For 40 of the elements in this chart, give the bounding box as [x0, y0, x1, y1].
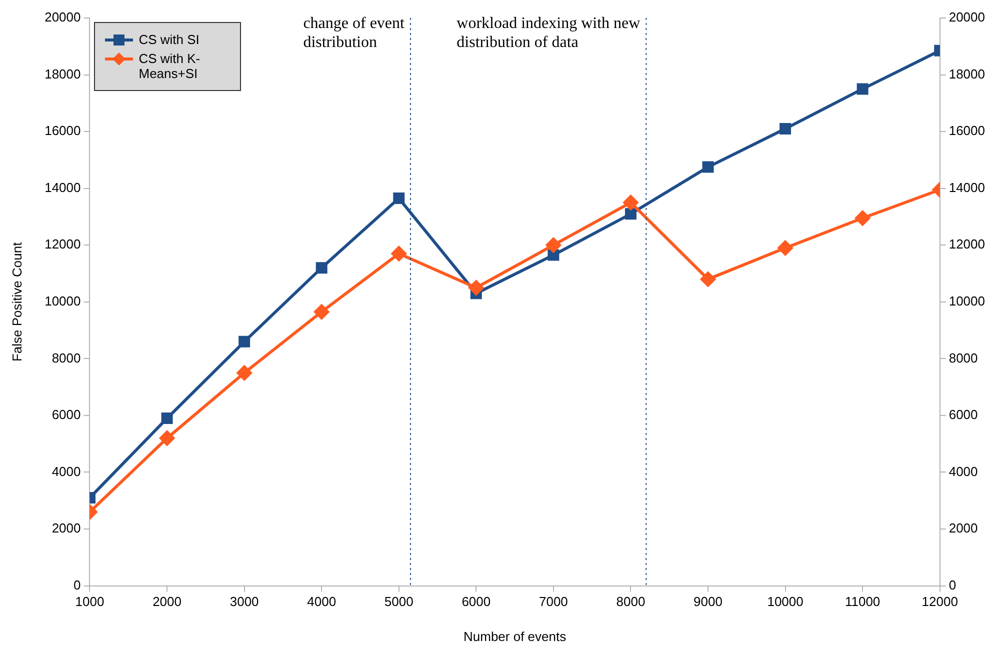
y-tick-label: 2000: [52, 520, 81, 536]
x-tick-label: 7000: [538, 594, 568, 610]
x-tick-label: 10000: [767, 594, 804, 610]
ref-line-label: workload indexing with new distribution of data: [456, 15, 641, 52]
x-tick-label: 12000: [922, 594, 958, 610]
y2-tick-label: 20000: [948, 10, 986, 25]
y-tick-label: 6000: [52, 407, 81, 422]
y-tick-label: 20000: [44, 10, 81, 25]
y-tick-label: 14000: [44, 180, 81, 195]
legend-label: CS with K-Means+SI: [138, 51, 202, 81]
y2-tick-label: 16000: [948, 123, 986, 138]
x-tick-label: 5000: [384, 594, 414, 610]
y-tick-label: 12000: [44, 236, 81, 252]
y-tick-label: 10000: [44, 293, 81, 308]
y-tick-label: 16000: [44, 123, 81, 138]
y-tick-label: 8000: [52, 350, 81, 366]
y-axis-title: False Positive Count: [9, 242, 24, 362]
ref-line-label: change of event distribution: [303, 15, 406, 52]
y-tick-label: 18000: [44, 66, 81, 82]
x-tick-label: 8000: [616, 594, 646, 610]
y2-tick-label: 6000: [948, 407, 978, 422]
x-tick-label: 4000: [307, 594, 336, 610]
y2-tick-label: 18000: [948, 66, 986, 82]
y-tick-label: 0: [74, 577, 81, 592]
x-tick-label: 6000: [462, 594, 491, 610]
y2-tick-label: 0: [948, 577, 956, 592]
x-tick-label: 2000: [152, 594, 182, 610]
y2-tick-label: 14000: [948, 180, 986, 195]
y2-tick-label: 2000: [948, 520, 978, 536]
x-axis-title: Number of events: [463, 628, 567, 644]
y2-tick-label: 4000: [948, 464, 978, 479]
x-tick-label: 11000: [844, 594, 880, 610]
legend-label: CS with SI: [138, 32, 200, 47]
x-tick-label: 9000: [694, 594, 722, 610]
x-tick-label: 3000: [230, 594, 259, 610]
y2-tick-label: 8000: [948, 350, 978, 366]
y2-tick-label: 12000: [948, 236, 986, 252]
x-tick-label: 1000: [75, 594, 104, 610]
y-tick-label: 4000: [52, 464, 81, 479]
y2-tick-label: 10000: [948, 293, 986, 308]
